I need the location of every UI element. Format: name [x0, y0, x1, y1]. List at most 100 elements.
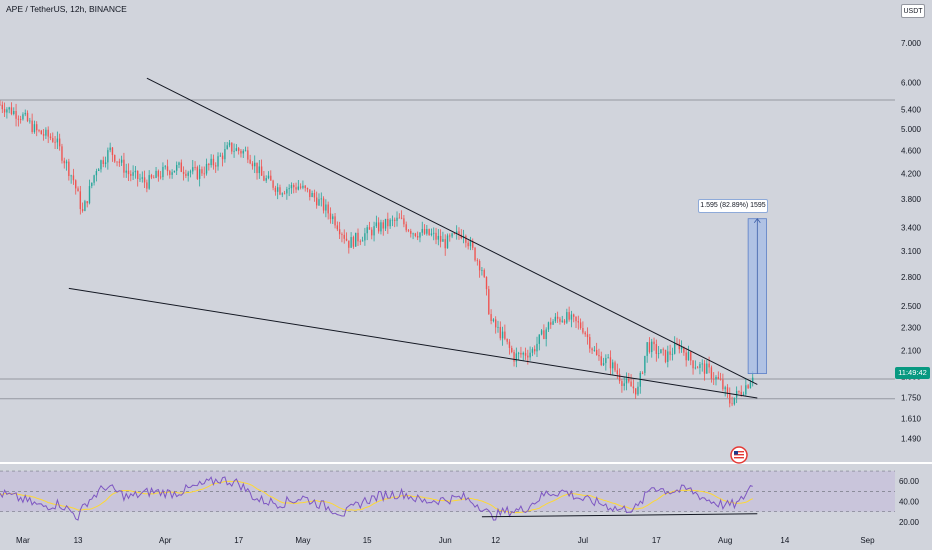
candle-up [22, 114, 24, 120]
rsi-tick-label: 40.00 [899, 498, 920, 507]
rsi-divergence-line [481, 513, 758, 518]
candle-down [708, 363, 710, 368]
candle-up [29, 120, 31, 122]
candle-down [352, 237, 355, 247]
candle-down [563, 320, 566, 323]
candle-up [724, 387, 726, 390]
candle-up [733, 397, 736, 405]
candle-down [641, 372, 644, 374]
candle-up [671, 353, 674, 355]
candle-down [116, 161, 118, 163]
time-tick-label: May [295, 536, 310, 545]
candle-up [566, 312, 568, 323]
candle-down [336, 225, 339, 230]
time-axis[interactable]: Mar 13 Apr 17 May 15 Jun 12 Jul 17 Aug 14 Sep [16, 536, 875, 545]
symbol-title[interactable]: APE / TetherUS, 12h, BINANCE [6, 4, 127, 14]
candle-down [435, 232, 437, 240]
candle-down [449, 235, 451, 237]
candle-up [745, 385, 747, 395]
candle-down [201, 169, 203, 174]
candle-down [237, 148, 240, 151]
candle-down [42, 134, 45, 136]
candle-down [577, 321, 579, 323]
time-tick-label: 14 [780, 536, 789, 545]
candle-up [235, 148, 238, 151]
candle-up [531, 349, 534, 353]
candle-up [8, 107, 10, 110]
candle-up [602, 363, 605, 366]
candle-down [628, 378, 630, 382]
candle-up [97, 169, 100, 172]
candle-up [375, 222, 378, 227]
candle-up [554, 316, 557, 322]
candle-up [302, 185, 304, 188]
candle-down [717, 376, 719, 379]
candle-down [511, 347, 513, 353]
candle-down [249, 159, 251, 164]
candle-down [678, 343, 680, 350]
candle-down [81, 209, 84, 211]
candle-up [141, 177, 143, 179]
rsi-axis: 60.00 40.00 20.00 [899, 477, 920, 527]
candle-up [281, 193, 283, 195]
candle-down [270, 175, 272, 181]
candle-up [625, 378, 628, 384]
candle-up [187, 172, 189, 176]
candle-up [437, 235, 440, 240]
candle-up [355, 232, 357, 247]
candle-up [134, 170, 137, 173]
candle-up [421, 228, 423, 233]
price-pane[interactable] [0, 77, 895, 408]
candle-down [72, 175, 75, 181]
candle-up [380, 222, 382, 232]
candle-down [203, 173, 205, 175]
candle-up [391, 219, 394, 221]
candle-up [701, 363, 703, 365]
price-tick-label: 3.100 [901, 247, 922, 256]
candle-down [208, 163, 210, 166]
candle-up [501, 331, 504, 339]
candle-down [338, 229, 341, 235]
candle-down [589, 337, 591, 349]
candle-up [715, 376, 717, 380]
candle-down [740, 391, 742, 395]
candle-down [416, 235, 419, 238]
candle-down [274, 187, 277, 192]
rsi-pane[interactable] [0, 470, 895, 521]
candle-down [313, 193, 316, 198]
candle-up [469, 241, 472, 247]
candle-down [334, 216, 336, 226]
price-tick-label: 1.490 [901, 434, 922, 443]
candle-up [545, 329, 547, 340]
candle-down [690, 351, 692, 361]
candle-down [653, 341, 655, 345]
us-flag-icon[interactable] [730, 446, 748, 464]
candle-down [664, 349, 667, 362]
price-axis[interactable]: 7.000 6.000 5.400 5.000 4.600 4.200 3.800 3.400… [901, 39, 922, 443]
candle-up [88, 186, 91, 204]
candle-down [345, 238, 348, 241]
candle-down [130, 174, 132, 176]
candle-up [694, 367, 697, 369]
candle-up [384, 218, 387, 229]
candle-down [368, 227, 371, 230]
candle-down [403, 218, 405, 225]
candle-up [192, 167, 194, 172]
candle-up [244, 150, 247, 152]
candle-down [77, 188, 79, 192]
candle-up [288, 188, 290, 190]
candle-down [36, 124, 38, 131]
candle-down [465, 236, 467, 243]
candle-down [428, 229, 430, 235]
candle-up [162, 166, 164, 178]
rsi-tick-label: 60.00 [899, 477, 920, 486]
candle-down [713, 378, 715, 380]
currency-badge[interactable]: USDT [901, 4, 925, 18]
candle-up [623, 383, 625, 387]
candle-down [272, 180, 274, 188]
candle-up [267, 175, 270, 179]
candle-up [538, 334, 540, 344]
price-tick-label: 7.000 [901, 39, 922, 48]
candle-down [696, 367, 699, 369]
